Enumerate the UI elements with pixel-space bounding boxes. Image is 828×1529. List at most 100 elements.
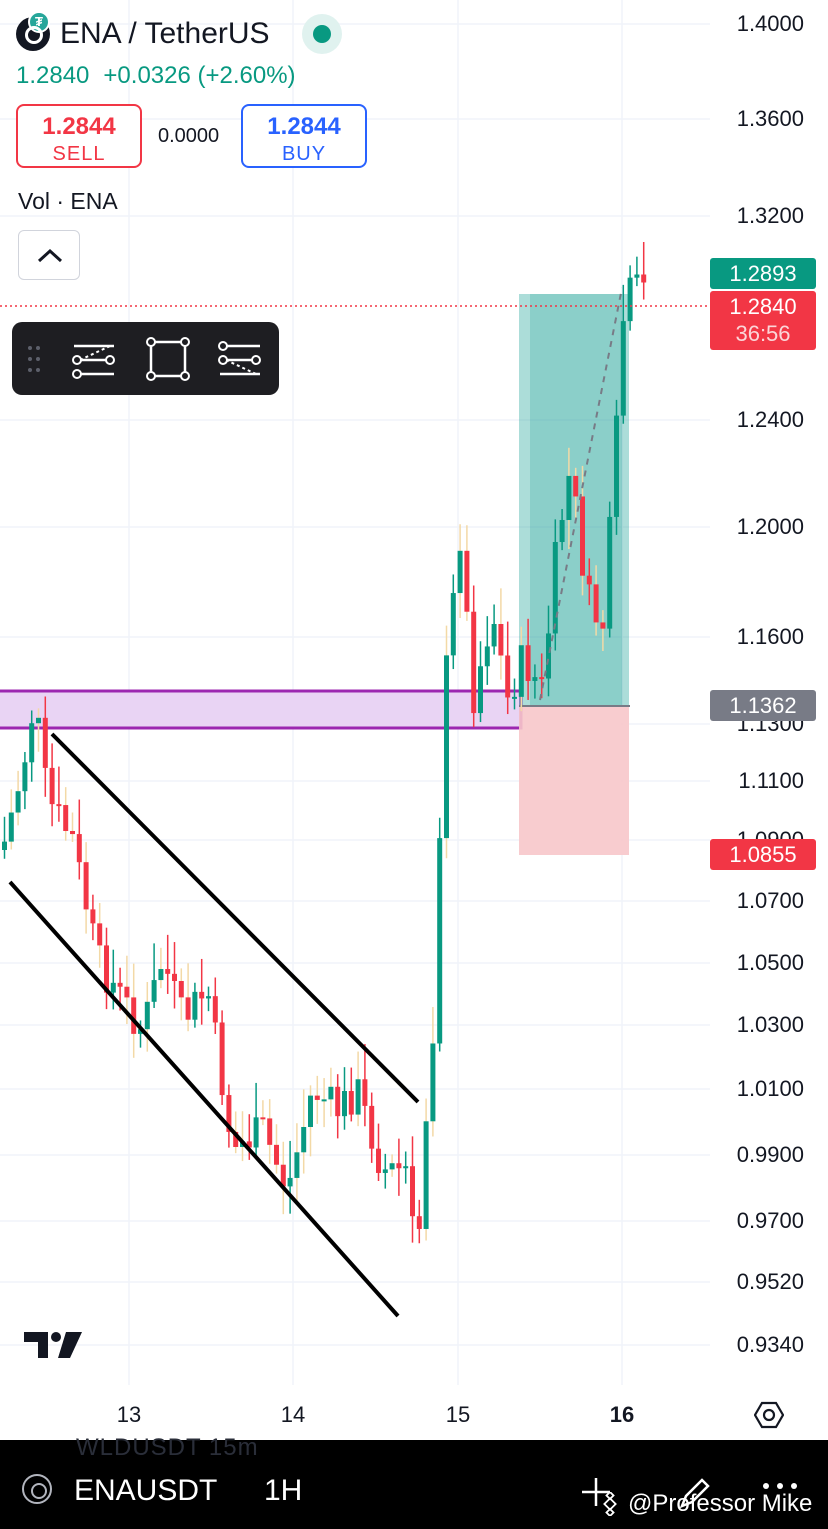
- buy-label: BUY: [281, 143, 327, 165]
- candle-down: [219, 1022, 225, 1096]
- last-price: 1.2840: [16, 62, 90, 89]
- pencil-icon[interactable]: [676, 1476, 712, 1512]
- sell-button[interactable]: 1.2844 SELL: [16, 104, 142, 168]
- time-tick: 14: [280, 1402, 306, 1427]
- candle-up: [552, 542, 558, 634]
- collapse-legend-button[interactable]: [18, 230, 80, 280]
- time-tick: 16: [609, 1402, 635, 1427]
- chevron-up-icon: [37, 248, 63, 263]
- candle-up: [634, 274, 640, 278]
- interval-selector[interactable]: 1H: [264, 1474, 303, 1507]
- projection-path: [539, 287, 623, 701]
- symbol-selector[interactable]: ENAUSDT: [74, 1474, 218, 1507]
- candle-up: [607, 516, 613, 629]
- buy-price: 1.2844: [267, 113, 341, 140]
- candle-up: [144, 1001, 150, 1030]
- candle-down: [90, 909, 96, 924]
- chart-settings-icon[interactable]: [754, 1400, 784, 1430]
- candle-down: [83, 862, 89, 910]
- candle-down: [172, 973, 177, 982]
- candle-down: [410, 1166, 415, 1217]
- channel-upper-line[interactable]: [50, 732, 420, 1104]
- more-options-icon[interactable]: [760, 1480, 800, 1492]
- ena-coin-icon: [22, 1474, 52, 1504]
- candle-up: [29, 723, 35, 763]
- candle-up: [110, 982, 116, 993]
- candle-down: [185, 997, 191, 1020]
- candle-up: [566, 475, 572, 521]
- price-tick: 1.0300: [736, 1012, 804, 1037]
- candle-down: [226, 1095, 232, 1132]
- candle-up: [294, 1152, 300, 1178]
- market-open-icon: [301, 14, 342, 54]
- candle-up: [308, 1095, 313, 1128]
- candlesticks: [2, 241, 647, 1244]
- channel-lower-line[interactable]: [8, 880, 400, 1318]
- short-position-icon[interactable]: [216, 336, 262, 382]
- grip-handle-icon[interactable]: [26, 344, 42, 374]
- take-profit-area[interactable]: [519, 294, 629, 706]
- price-tick: 1.0500: [736, 950, 804, 975]
- candle-down: [246, 1141, 252, 1148]
- tradingview-logo: [24, 1332, 82, 1358]
- long-position-icon[interactable]: [70, 336, 116, 382]
- price-summary: 1.2840 +0.0326 (+2.60%): [16, 62, 296, 90]
- candle-up: [430, 1043, 436, 1122]
- price-tick: 0.9900: [736, 1142, 804, 1167]
- candle-down: [593, 584, 599, 623]
- crosshair-plus-icon[interactable]: [580, 1476, 616, 1512]
- candle-up: [546, 633, 551, 679]
- current-price-tag: 1.2840 36:56: [710, 291, 816, 350]
- candle-up: [403, 1166, 409, 1169]
- candle-down: [348, 1091, 354, 1115]
- candle-up: [450, 593, 456, 656]
- candle-down: [369, 1105, 375, 1149]
- binance-icon: [603, 1492, 617, 1516]
- candle-up: [15, 791, 21, 813]
- candle-up: [614, 415, 619, 517]
- candle-up: [22, 762, 28, 792]
- price-tick: 0.9700: [736, 1208, 804, 1233]
- bottom-toolbar: WLDUSDT 15m ENAUSDT 1H @Professor Mike: [0, 1434, 828, 1529]
- candle-up: [206, 996, 211, 999]
- candle-down: [117, 982, 123, 987]
- stop-price-tag: 1.0855: [710, 839, 816, 870]
- chart-canvas[interactable]: [0, 0, 828, 1440]
- price-tick: 1.4000: [736, 11, 804, 36]
- symbol-header[interactable]: ₮ ENA / TetherUS: [16, 11, 342, 54]
- candle-down: [580, 496, 585, 576]
- symbol-title[interactable]: ENA / TetherUS: [60, 17, 270, 50]
- resistance-zone[interactable]: [0, 689, 523, 730]
- tether-icon: ₮: [28, 11, 50, 33]
- drawing-toolbar: [12, 322, 279, 395]
- candle-down: [56, 804, 62, 807]
- candle-up: [382, 1169, 388, 1173]
- candle-down: [76, 834, 82, 863]
- rectangle-icon[interactable]: [145, 336, 191, 382]
- candle-countdown: 36:56: [735, 321, 791, 346]
- price-tick: 0.9340: [736, 1332, 804, 1357]
- candle-down: [124, 986, 130, 998]
- candle-up: [444, 655, 449, 839]
- candle-down: [274, 1144, 279, 1165]
- candle-down: [97, 923, 103, 946]
- candle-down: [376, 1148, 381, 1173]
- candle-up: [253, 1117, 259, 1148]
- buy-button[interactable]: 1.2844 BUY: [241, 104, 367, 168]
- price-tick: 1.2000: [736, 514, 804, 539]
- candle-up: [8, 812, 14, 842]
- candle-down: [641, 274, 647, 283]
- price-change: +0.0326 (+2.60%): [103, 62, 296, 89]
- candle-up: [518, 645, 524, 697]
- candle-up: [627, 277, 633, 322]
- price-tick: 1.3600: [736, 106, 804, 131]
- candle-up: [342, 1091, 347, 1117]
- volume-legend[interactable]: Vol · ENA: [18, 188, 118, 214]
- candle-down: [525, 645, 531, 681]
- candle-up: [328, 1086, 334, 1100]
- ena-coin-icon: ₮: [16, 11, 50, 51]
- stop-loss-area[interactable]: [519, 706, 629, 855]
- time-tick: 13: [116, 1402, 142, 1427]
- price-tick: 1.2400: [736, 407, 804, 432]
- candle-down: [42, 717, 48, 768]
